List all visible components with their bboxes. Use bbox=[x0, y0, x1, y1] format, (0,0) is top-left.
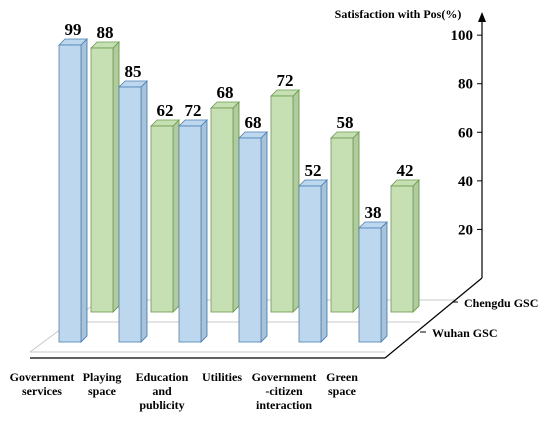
bar-side bbox=[80, 38, 88, 343]
bar-side bbox=[112, 41, 120, 313]
value-label: 62 bbox=[157, 101, 174, 120]
y-axis-title: Satisfaction with Pos(%) bbox=[335, 7, 462, 21]
x-tick-label: Green space bbox=[326, 370, 358, 398]
legend-label: Chengdu GSC bbox=[464, 296, 538, 310]
y-tick-label: 20 bbox=[458, 222, 473, 238]
bar bbox=[58, 44, 82, 343]
bar-side bbox=[260, 131, 268, 343]
x-tick-label: Government services bbox=[9, 370, 75, 398]
bar-side bbox=[232, 101, 240, 313]
value-label: 72 bbox=[277, 71, 294, 90]
bar-side bbox=[292, 89, 300, 313]
bar bbox=[90, 47, 114, 313]
bar bbox=[270, 95, 294, 313]
bar bbox=[178, 125, 202, 343]
bar-side bbox=[140, 80, 148, 343]
y-axis-arrow bbox=[478, 12, 486, 22]
value-label: 88 bbox=[97, 23, 114, 42]
value-label: 52 bbox=[305, 161, 322, 180]
value-label: 58 bbox=[337, 113, 354, 132]
y-tick-label: 40 bbox=[458, 174, 473, 190]
bar-side bbox=[352, 131, 360, 313]
depth-axis bbox=[384, 277, 483, 359]
bar-side bbox=[320, 179, 328, 343]
x-tick-label: Education and publicity bbox=[135, 370, 189, 412]
y-tick-label: 100 bbox=[451, 28, 474, 44]
bar-side bbox=[200, 119, 208, 343]
value-label: 42 bbox=[397, 161, 414, 180]
bar-side bbox=[380, 221, 388, 343]
x-tick-label: Utilities bbox=[202, 370, 242, 384]
value-label: 68 bbox=[245, 113, 262, 132]
y-tick-label: 60 bbox=[458, 125, 473, 141]
bar bbox=[238, 137, 262, 343]
x-tick-label: Government -citizen interaction bbox=[251, 370, 317, 412]
value-label: 99 bbox=[65, 20, 82, 39]
bar bbox=[210, 107, 234, 313]
bar bbox=[330, 137, 354, 313]
bar bbox=[390, 185, 414, 313]
value-label: 68 bbox=[217, 83, 234, 102]
legend-label: Wuhan GSC bbox=[432, 326, 497, 340]
bar bbox=[298, 185, 322, 343]
value-label: 85 bbox=[125, 62, 142, 81]
bar bbox=[118, 86, 142, 343]
bar-side bbox=[172, 119, 180, 313]
x-tick-label: Playing space bbox=[82, 370, 122, 398]
y-tick-label: 80 bbox=[458, 77, 473, 93]
value-label: 38 bbox=[365, 203, 382, 222]
bar-side bbox=[412, 179, 420, 313]
bar bbox=[150, 125, 174, 313]
bar bbox=[358, 227, 382, 343]
value-label: 72 bbox=[185, 101, 202, 120]
